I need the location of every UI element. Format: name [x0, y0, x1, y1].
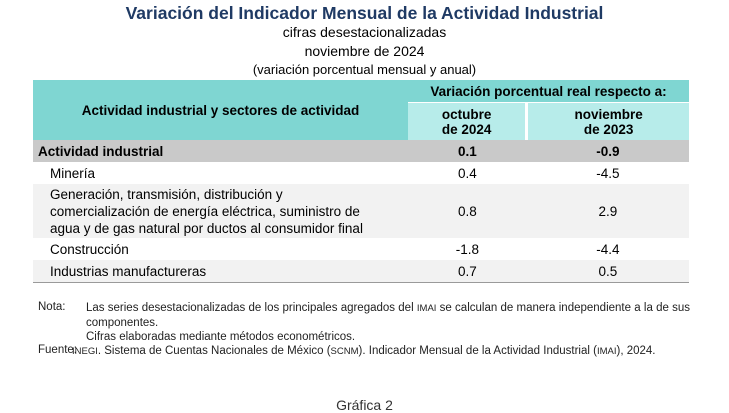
row-label-line: Generación, transmisión, distribución y	[50, 186, 283, 202]
row-value-annual: -4.5	[596, 165, 620, 181]
note-text-methods: Cifras elaboradas mediante métodos econo…	[86, 331, 356, 343]
source-block: Fuente: INEGI. Sistema de Cuentas Nacion…	[38, 344, 690, 359]
header-november-line2: de 2023	[583, 121, 634, 137]
header-activity: Actividad industrial y sectores de activ…	[33, 80, 408, 140]
row-value-annual: 2.9	[526, 184, 689, 238]
table-notes: Nota: Las series desestacionalizadas de …	[38, 301, 690, 359]
page-title: Variación del Indicador Mensual de la Ac…	[125, 3, 604, 23]
note-acronym-imai: IMAI	[416, 303, 437, 314]
note-text-part: Las series desestacionalizadas de los pr…	[86, 302, 414, 314]
source-text-part: ). Indicador Mensual de la Actividad Ind…	[358, 345, 597, 357]
row-label: Construcción	[50, 241, 129, 257]
header-variation-group: Variación porcentual real respecto a:	[408, 80, 689, 103]
source-text-part: . Sistema de Cuentas Nacionales de Méxic…	[97, 345, 331, 357]
source-acronym-scnm: SCNM	[330, 346, 359, 357]
subtitle-period: noviembre de 2024	[304, 43, 425, 59]
row-label-line: comercialización de energía eléctrica, s…	[50, 203, 360, 219]
header-october-2024: octubre de 2024	[408, 102, 529, 140]
header-november-2023: noviembre de 2023	[526, 102, 689, 140]
row-value-monthly: 0.8	[408, 184, 527, 238]
table-row: Industrias manufactureras 0.7 0.5	[33, 260, 689, 283]
table-row: Minería 0.4 -4.5	[33, 162, 689, 184]
source-label: Fuente:	[38, 344, 77, 356]
note-text-part: se calculan de manera independiente a la…	[86, 302, 691, 329]
row-label-line: agua y de gas natural por ductos al cons…	[50, 220, 363, 236]
note-text: Las series desestacionalizadas de los pr…	[86, 301, 690, 344]
row-label: Actividad industrial	[33, 140, 408, 162]
industrial-activity-table: Actividad industrial y sectores de activ…	[33, 80, 689, 283]
source-text: INEGI. Sistema de Cuentas Nacionales de …	[72, 344, 690, 359]
row-value-monthly: -1.8	[455, 241, 479, 257]
header-november-line1: noviembre	[574, 106, 643, 122]
header-october-line1: octubre	[441, 106, 492, 122]
row-value-annual: -4.4	[596, 241, 620, 257]
table-row: Generación, transmisión, distribución y …	[33, 184, 689, 238]
next-chart-caption: Gráfica 2	[336, 397, 393, 413]
source-acronym-inegi: INEGI	[72, 346, 98, 357]
header-row-top: Actividad industrial y sectores de activ…	[33, 80, 689, 140]
table-row-total: Actividad industrial 0.1 -0.9	[33, 140, 689, 162]
row-value-annual: -0.9	[526, 140, 689, 162]
note-block: Nota: Las series desestacionalizadas de …	[38, 301, 690, 344]
note-label: Nota:	[38, 301, 66, 313]
row-label: Minería	[50, 165, 96, 181]
subtitle-units: (variación porcentual mensual y anual)	[252, 62, 477, 77]
row-value-monthly: 0.1	[408, 140, 527, 162]
header-row-sub: octubre de 2024 noviembre de 2023	[33, 102, 689, 140]
row-label: Generación, transmisión, distribución y …	[33, 184, 408, 238]
row-label: Industrias manufactureras	[33, 260, 408, 283]
source-acronym-imai: IMAI	[596, 346, 617, 357]
table-row: Construcción -1.8 -4.4	[33, 238, 689, 260]
subtitle-seasonal: cifras desestacionalizadas	[282, 24, 447, 40]
row-value-monthly: 0.7	[408, 260, 527, 283]
source-text-part: ), 2024.	[616, 345, 656, 357]
header-october-line2: de 2024	[441, 121, 492, 137]
row-value-annual: 0.5	[526, 260, 689, 283]
row-value-monthly: 0.4	[457, 165, 477, 181]
